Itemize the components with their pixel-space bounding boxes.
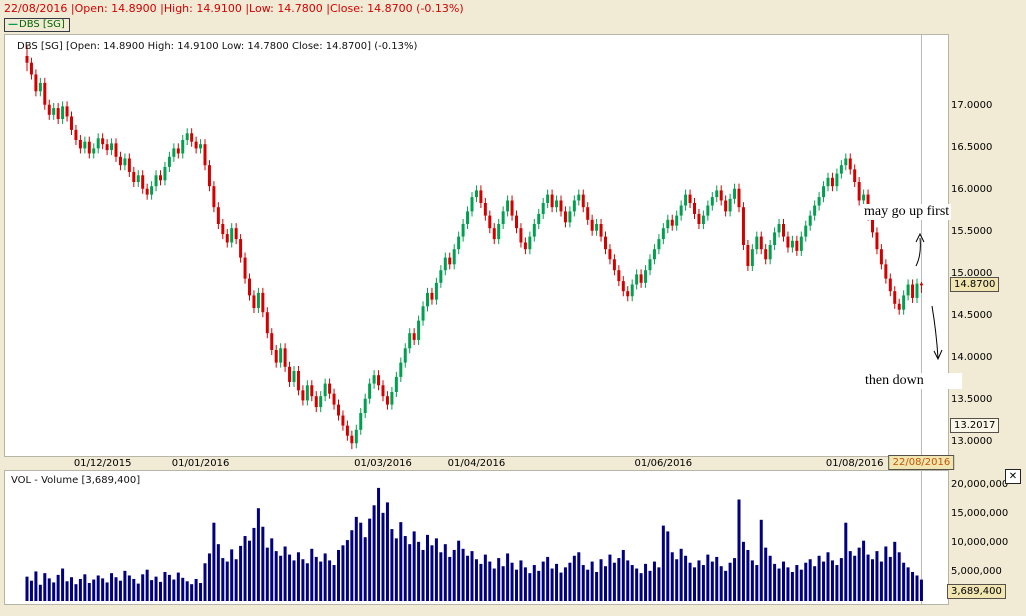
last-price-tag: 14.8700 <box>950 277 1000 292</box>
chart-overlay-title: DBS [SG] [Open: 14.8900 High: 14.9100 Lo… <box>17 41 418 52</box>
x-axis-label: 01/12/2015 <box>73 458 132 469</box>
price-axis-label: 15.0000 <box>951 268 993 280</box>
last-volume-tag: 3,689,400 <box>947 584 1006 599</box>
x-axis-label: 01/03/2016 <box>354 458 412 469</box>
x-axis-label: 01/06/2016 <box>634 458 693 469</box>
volume-axis-label: 15,000,000 <box>951 508 1009 519</box>
price-axis-label: 17.0000 <box>951 100 993 112</box>
x-axis-label: 01/08/2016 <box>825 458 884 469</box>
annotation-arrows <box>915 232 943 361</box>
x-axis-label: 01/01/2016 <box>171 458 230 469</box>
price-axis-label: 15.5000 <box>951 226 993 238</box>
x-axis-label: 01/04/2016 <box>447 458 506 469</box>
price-chart-panel[interactable]: DBS [SG] [Open: 14.8900 High: 14.9100 Lo… <box>4 34 949 457</box>
up-arrow-icon <box>915 237 921 267</box>
close-icon: ✕ <box>1008 470 1018 482</box>
volume-axis-label: 20,000,000 <box>951 479 1009 490</box>
legend-chip[interactable]: — DBS [SG] <box>4 18 70 32</box>
volume-chart[interactable] <box>5 471 948 604</box>
volume-title: VOL - Volume [3,689,400] <box>11 475 141 486</box>
close-button[interactable]: ✕ <box>1005 469 1021 484</box>
trend-value-tag: 13.2017 <box>950 418 1000 433</box>
current-date-tag: 22/08/2016 <box>888 455 955 470</box>
price-axis-label: 13.5000 <box>951 394 993 406</box>
price-axis-label: 14.0000 <box>951 352 993 364</box>
annotation-up-text: may go up first <box>862 204 952 220</box>
price-axis-label: 16.0000 <box>951 184 993 196</box>
series-line-icon: — <box>8 19 18 30</box>
price-axis-label: 13.0000 <box>951 436 993 448</box>
ohlc-summary-bar: 22/08/2016 |Open: 14.8900 |High: 14.9100… <box>4 2 464 15</box>
price-axis-label: 16.5000 <box>951 142 993 154</box>
annotation-down-text: then down <box>863 373 962 389</box>
candlestick-chart[interactable] <box>5 35 948 456</box>
down-arrow-icon <box>931 305 939 359</box>
volume-panel[interactable]: VOL - Volume [3,689,400] <box>4 470 949 605</box>
price-axis-label: 14.5000 <box>951 310 993 322</box>
volume-axis-label: 5,000,000 <box>951 566 1002 577</box>
legend-label: DBS [SG] <box>19 19 65 30</box>
volume-axis-label: 10,000,000 <box>951 537 1009 548</box>
